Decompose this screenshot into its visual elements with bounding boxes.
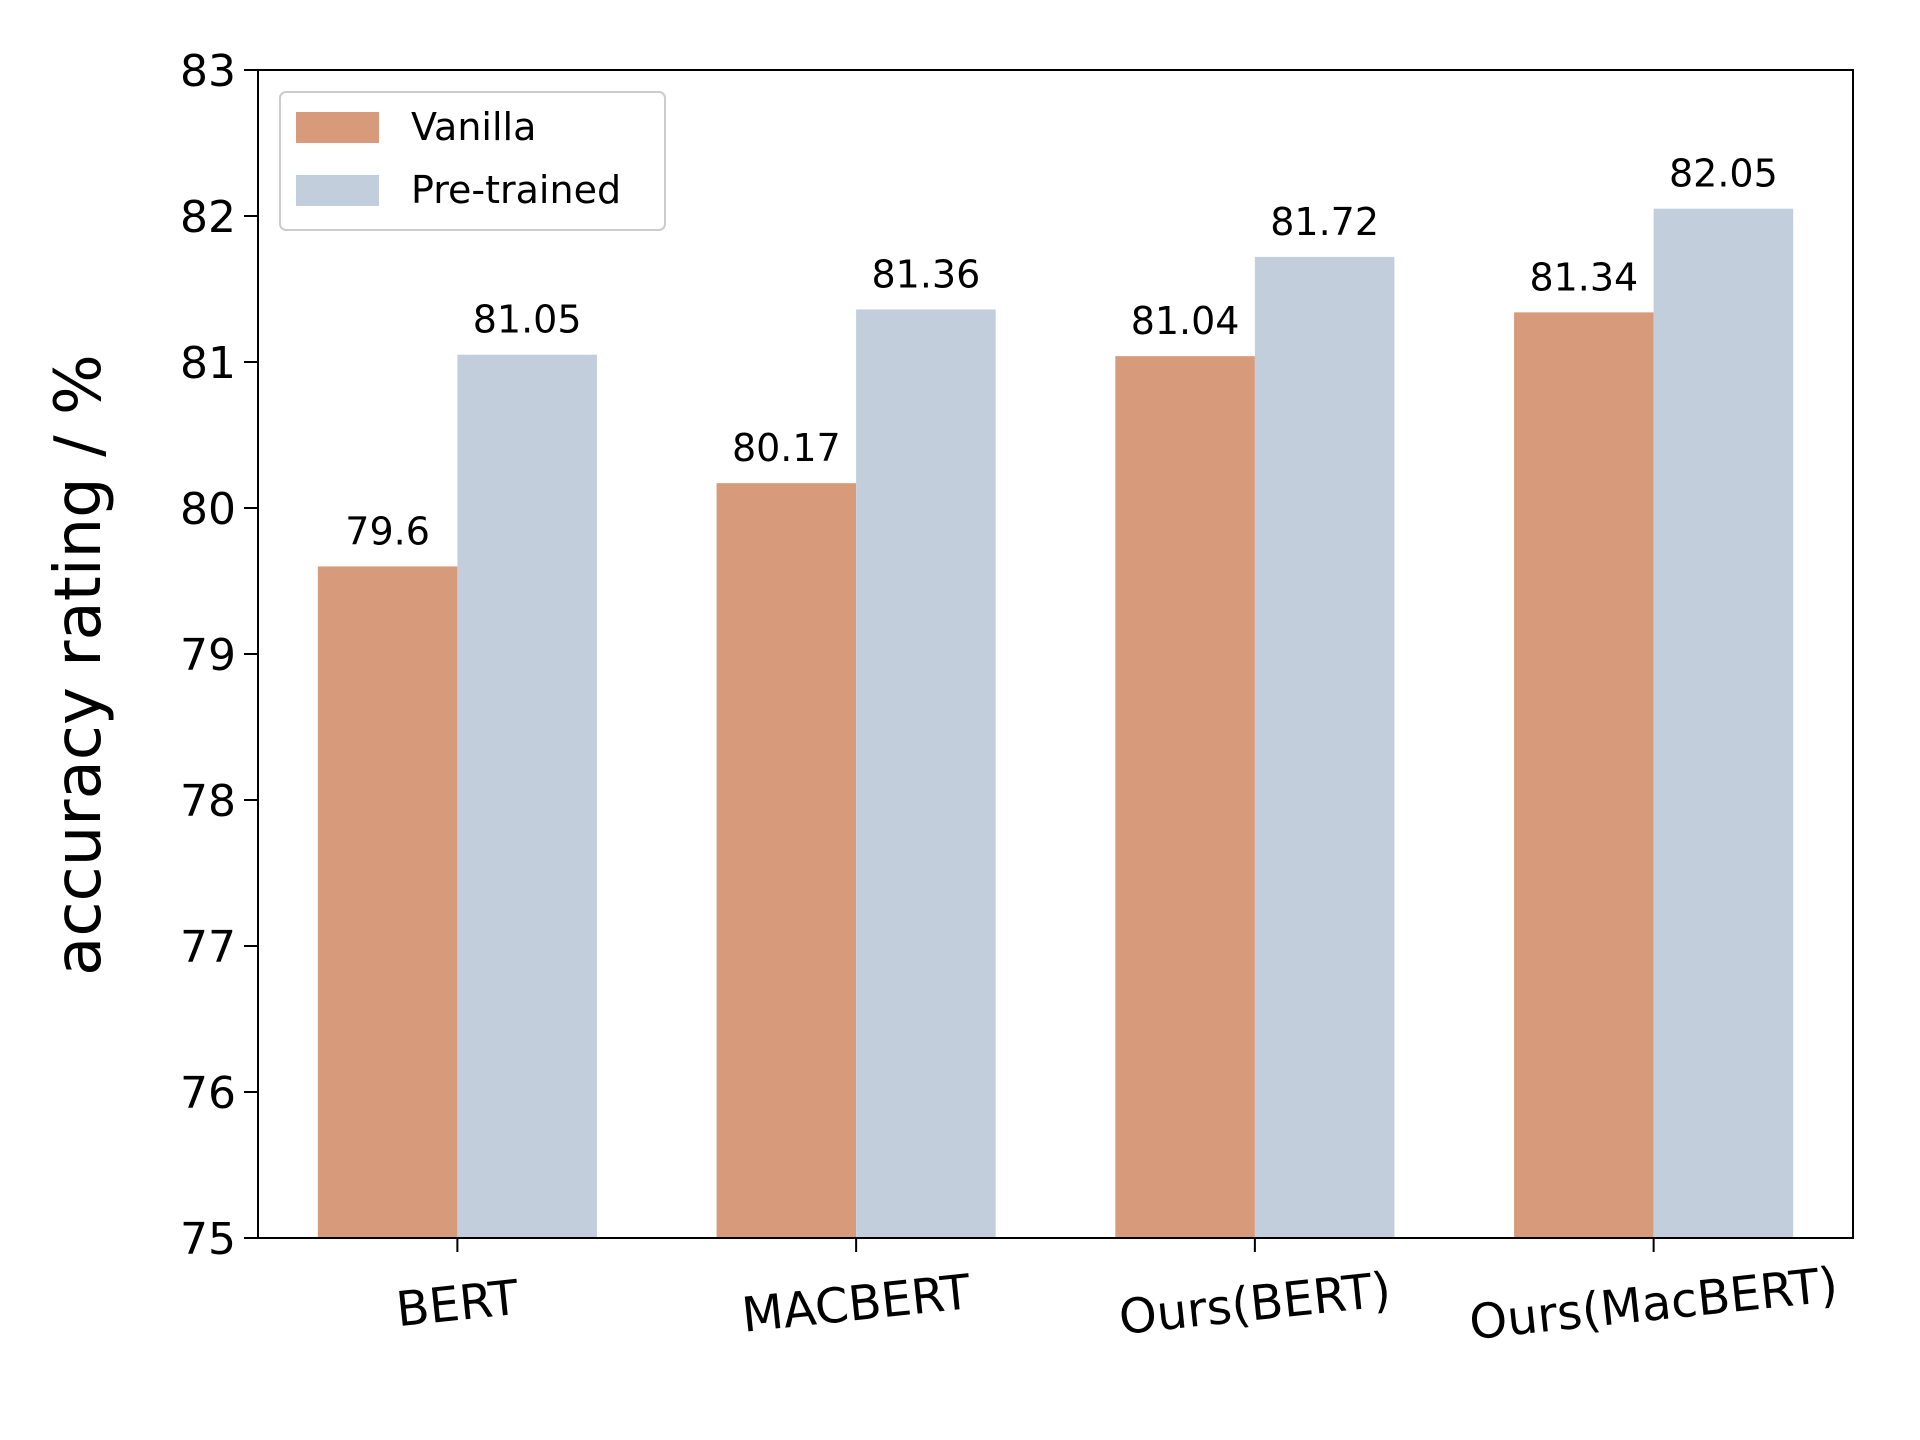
x-tick-label: BERT bbox=[394, 1270, 522, 1339]
bar-pre-trained bbox=[1653, 208, 1794, 1239]
y-tick-label: 77 bbox=[180, 922, 236, 973]
bar-pre-trained bbox=[856, 309, 996, 1238]
bar-value-label: 81.04 bbox=[1131, 299, 1240, 343]
y-axis-title: accuracy rating / % bbox=[42, 354, 116, 976]
bar-pre-trained bbox=[457, 354, 597, 1238]
bar-value-label: 81.72 bbox=[1270, 200, 1379, 244]
bar-value-label: 79.6 bbox=[345, 509, 430, 553]
y-tick-label: 79 bbox=[180, 630, 236, 681]
bar-value-label: 81.05 bbox=[473, 298, 582, 342]
bar-value-label: 81.36 bbox=[872, 252, 981, 296]
y-tick-label: 78 bbox=[180, 776, 236, 827]
y-tick-label: 76 bbox=[180, 1068, 236, 1119]
bars-group bbox=[317, 208, 1794, 1239]
legend-swatch bbox=[296, 112, 379, 143]
x-tick-label: MACBERT bbox=[739, 1264, 974, 1344]
bar-vanilla bbox=[317, 566, 458, 1238]
bar-vanilla bbox=[1514, 312, 1654, 1238]
legend-swatch bbox=[296, 175, 379, 206]
y-tick-label: 82 bbox=[180, 192, 236, 243]
y-tick-label: 81 bbox=[180, 338, 236, 389]
bar-value-label: 80.17 bbox=[732, 426, 841, 470]
y-tick-label: 83 bbox=[180, 46, 236, 97]
plot-frame bbox=[257, 69, 1854, 1239]
x-tick-label: Ours(BERT) bbox=[1116, 1262, 1393, 1346]
legend-label: Pre-trained bbox=[411, 168, 621, 212]
value-labels-group: 79.6 81.05 80.17 81.36 81.04 81.72 81.34 82.05 bbox=[345, 152, 1778, 554]
bar-vanilla bbox=[716, 483, 857, 1238]
y-axis: 75 76 77 78 79 80 81 82 83 bbox=[180, 46, 258, 1265]
bar-vanilla bbox=[1115, 356, 1255, 1238]
x-tick-label: Ours(MacBERT) bbox=[1467, 1257, 1841, 1351]
legend-label: Vanilla bbox=[411, 105, 536, 149]
legend: Vanilla Pre-trained bbox=[279, 91, 666, 231]
bar-pre-trained bbox=[1254, 256, 1395, 1238]
y-tick-label: 80 bbox=[180, 484, 236, 535]
bar-value-label: 81.34 bbox=[1529, 255, 1638, 299]
x-axis: BERT MACBERT Ours(BERT) Ours(MacBERT) bbox=[394, 1238, 1841, 1351]
bar-value-label: 82.05 bbox=[1669, 152, 1778, 196]
y-tick-label: 75 bbox=[180, 1214, 236, 1265]
